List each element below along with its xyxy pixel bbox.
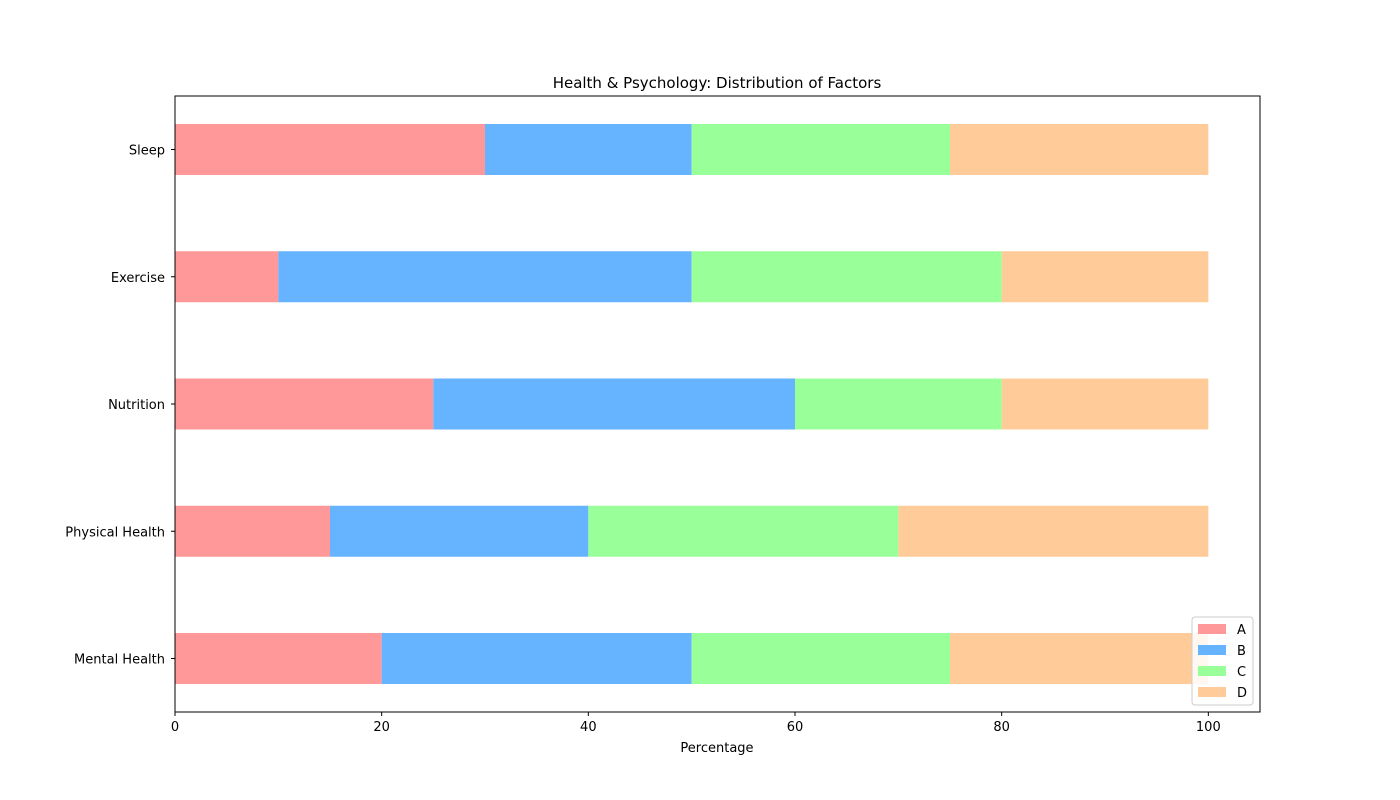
bar-d-mental-health — [950, 633, 1209, 684]
bar-a-nutrition — [175, 378, 434, 430]
y-tick-label: Nutrition — [108, 398, 165, 413]
bar-c-mental-health — [691, 633, 950, 684]
x-tick-label: 40 — [580, 720, 597, 735]
legend-label-d: D — [1237, 686, 1247, 701]
bar-a-sleep — [175, 124, 485, 175]
x-tick-label: 100 — [1196, 720, 1221, 735]
legend-swatch-b — [1198, 645, 1226, 655]
bar-b-sleep — [485, 124, 692, 175]
legend-box — [1191, 616, 1254, 706]
x-tick-label: 60 — [787, 720, 804, 735]
bar-a-mental-health — [175, 633, 382, 684]
bar-a-physical-health — [175, 505, 330, 557]
bar-a-exercise — [175, 251, 279, 303]
y-tick-label: Exercise — [111, 271, 165, 286]
bar-c-exercise — [691, 251, 1002, 303]
x-tick-label: 0 — [171, 720, 179, 735]
chart-title: Health & Psychology: Distribution of Fac… — [553, 74, 882, 92]
bar-c-sleep — [691, 124, 950, 175]
legend-swatch-a — [1198, 624, 1226, 634]
bar-b-physical-health — [330, 505, 589, 557]
bar-d-exercise — [1001, 251, 1209, 303]
legend-label-b: B — [1237, 644, 1246, 659]
bar-d-nutrition — [1001, 378, 1209, 430]
x-tick-label: 20 — [373, 720, 390, 735]
legend-label-c: C — [1237, 665, 1246, 680]
bar-b-exercise — [278, 251, 692, 303]
legend-swatch-c — [1198, 666, 1226, 676]
x-axis-label: Percentage — [680, 741, 753, 756]
bar-b-nutrition — [433, 378, 795, 430]
y-axis: Mental Health Physical Health Nutrition Exe… — [65, 144, 175, 668]
x-axis: 0 20 40 60 80 100 — [171, 712, 1221, 735]
bars-group — [175, 124, 1209, 684]
legend-swatch-d — [1198, 687, 1226, 697]
y-tick-label: Sleep — [129, 144, 165, 159]
legend-label-a: A — [1237, 623, 1246, 638]
bar-d-physical-health — [898, 505, 1209, 557]
y-tick-label: Mental Health — [74, 653, 165, 668]
bar-c-nutrition — [795, 378, 1002, 430]
bar-c-physical-health — [588, 505, 899, 557]
bar-d-sleep — [950, 124, 1209, 175]
y-tick-label: Physical Health — [65, 525, 165, 540]
x-tick-label: 80 — [993, 720, 1010, 735]
bar-b-mental-health — [381, 633, 692, 684]
